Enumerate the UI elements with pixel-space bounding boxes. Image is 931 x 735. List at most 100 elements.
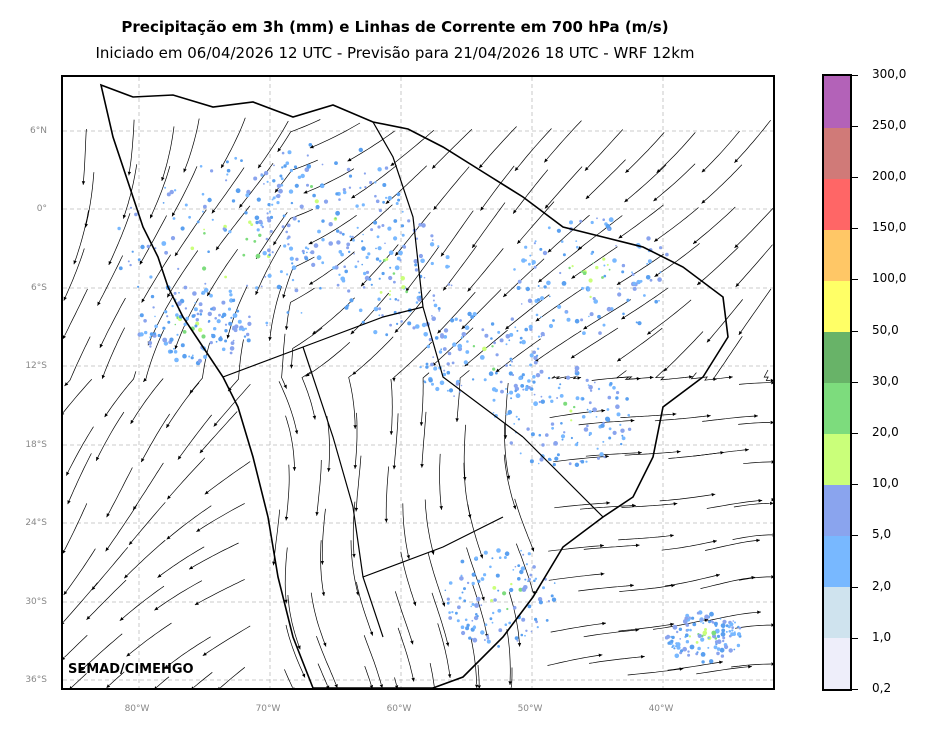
precip-cell (525, 563, 528, 566)
precip-cell (289, 168, 293, 173)
precip-cell (428, 378, 433, 383)
streamline-arrow (638, 451, 642, 455)
streamline (364, 665, 372, 686)
streamline (97, 255, 124, 306)
precip-cell (515, 393, 521, 399)
precip-cell (215, 340, 218, 343)
precip-cell (736, 643, 741, 648)
streamline-arrow (385, 200, 390, 204)
streamline-arrow (166, 535, 171, 540)
precip-cell (472, 625, 477, 630)
precip-cell (548, 323, 554, 329)
streamline-arrow (544, 204, 549, 209)
precip-cell (344, 305, 349, 310)
streamline (220, 117, 246, 169)
precip-cell (304, 246, 308, 249)
streamline-arrow (670, 534, 674, 538)
precip-cell (607, 395, 612, 400)
precip-cell (592, 407, 597, 413)
precip-cell (401, 233, 405, 237)
streamline-arrow (106, 684, 111, 688)
precip-cell (118, 266, 123, 271)
precip-cell (397, 299, 400, 302)
streamline (255, 212, 288, 259)
precip-cell (389, 323, 392, 327)
precip-cell (499, 380, 503, 384)
lat-label-6n: 6°N (30, 126, 47, 136)
precip-cell (602, 257, 606, 261)
precip-cell (687, 653, 691, 657)
streamline (312, 297, 355, 335)
streamline-arrow (443, 286, 447, 291)
precip-cell (364, 186, 367, 189)
streamline-arrow (351, 194, 356, 199)
precip-cell (483, 639, 486, 641)
streamline-arrow (312, 415, 317, 420)
precip-cell (448, 388, 454, 393)
precip-cell (631, 273, 635, 276)
streamline-arrow (199, 449, 204, 454)
streamline (321, 508, 326, 565)
precip-cell (279, 174, 283, 178)
streamline (738, 382, 771, 385)
lon-label-80w: 80°W (124, 704, 150, 714)
precip-cell (575, 240, 578, 243)
streamline (106, 467, 133, 518)
colorbar-label: 0,2 (872, 681, 892, 695)
precip-cell (540, 335, 543, 338)
precip-cell (517, 577, 521, 581)
streamline-arrow (389, 431, 394, 435)
streamline (467, 248, 504, 292)
precip-cell (306, 164, 312, 169)
precip-cell (556, 228, 561, 233)
precip-cell (435, 386, 440, 392)
precip-cell (162, 337, 168, 343)
streamline (624, 451, 681, 456)
precip-cell (528, 324, 533, 329)
streamline-arrow (284, 599, 288, 604)
precip-cell (457, 605, 461, 610)
streamline (64, 336, 91, 387)
precip-cell (691, 616, 695, 620)
precip-cell (475, 613, 478, 616)
precip-cell (166, 315, 169, 318)
precip-cell (561, 438, 564, 441)
streamline-arrow (577, 246, 582, 250)
streamline (621, 287, 669, 320)
precip-cell (437, 307, 441, 310)
precip-cell (245, 193, 250, 198)
streamline (394, 677, 397, 686)
precip-cell (569, 409, 573, 413)
precip-cell (365, 270, 370, 274)
precip-cell (412, 326, 416, 330)
precip-cell (657, 277, 662, 282)
precip-cell (508, 621, 512, 625)
precip-cell (455, 611, 458, 615)
streamline (255, 244, 282, 296)
precip-cell (173, 347, 175, 350)
precip-cell (405, 290, 409, 294)
precip-cell (460, 625, 465, 629)
precip-cell (504, 551, 510, 556)
precip-cell (263, 170, 269, 176)
precip-cell (697, 633, 702, 639)
streamline (71, 673, 87, 688)
precip-cell (513, 423, 516, 425)
precip-cell (174, 357, 179, 363)
precip-cell (353, 253, 355, 255)
map-title: Precipitação em 3h (mm) e Linhas de Corr… (121, 18, 669, 36)
streamline-arrow (513, 209, 517, 214)
precip-cell (533, 355, 538, 361)
precip-cell (527, 552, 531, 556)
streamline-arrow (272, 561, 276, 566)
precip-cell (524, 245, 528, 249)
precip-cell (488, 371, 494, 377)
precip-cell (620, 442, 623, 446)
precip-cell (266, 324, 268, 327)
streamline (437, 291, 476, 334)
streamline (174, 209, 207, 257)
streamline (571, 246, 618, 279)
precip-cell (725, 630, 728, 633)
precip-cell (508, 339, 511, 342)
precip-cell (736, 632, 742, 637)
